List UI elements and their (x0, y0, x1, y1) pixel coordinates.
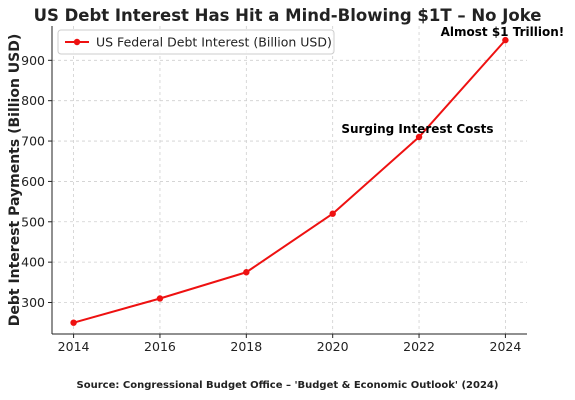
y-axis-label: Debt Interest Payments (Billion USD) (7, 34, 23, 327)
legend-label: US Federal Debt Interest (Billion USD) (96, 35, 332, 50)
data-point (156, 295, 164, 302)
y-tick-label: 600 (21, 174, 45, 189)
data-point (329, 210, 336, 217)
x-tick-label: 2014 (58, 339, 90, 354)
y-axis-ticks: 300 400 500 600 700 800 900 (21, 53, 52, 310)
grid-lines (52, 26, 527, 334)
annotations: Surging Interest Costs Almost $1 Trillion… (341, 25, 564, 136)
y-tick-label: 300 (21, 295, 45, 310)
axes (51, 26, 527, 335)
legend: US Federal Debt Interest (Billion USD) (57, 29, 335, 55)
y-tick-label: 900 (21, 53, 45, 68)
data-point (70, 319, 77, 326)
x-tick-label: 2020 (317, 339, 349, 354)
y-tick-label: 400 (21, 255, 45, 270)
series-group (70, 36, 509, 326)
data-point (502, 36, 509, 44)
data-point (415, 133, 423, 141)
legend-marker (73, 38, 81, 46)
x-tick-label: 2016 (144, 339, 176, 354)
series-line (73, 39, 507, 324)
x-tick-label: 2018 (230, 339, 262, 354)
annotation-label: Almost $1 Trillion! (441, 25, 565, 39)
x-tick-label: 2022 (403, 339, 435, 354)
y-tick-label: 700 (21, 134, 45, 149)
y-tick-label: 800 (21, 93, 45, 108)
annotation-label: Surging Interest Costs (341, 122, 493, 136)
x-axis-ticks: 2014 2016 2018 2020 2022 2024 (58, 334, 522, 354)
legend-box (57, 29, 335, 55)
chart-title: US Debt Interest Has Hit a Mind-Blowing … (33, 6, 542, 25)
x-tick-label: 2024 (490, 339, 522, 354)
y-tick-label: 500 (21, 214, 45, 229)
data-point (243, 269, 250, 276)
source-note: Source: Congressional Budget Office – 'B… (76, 380, 499, 391)
